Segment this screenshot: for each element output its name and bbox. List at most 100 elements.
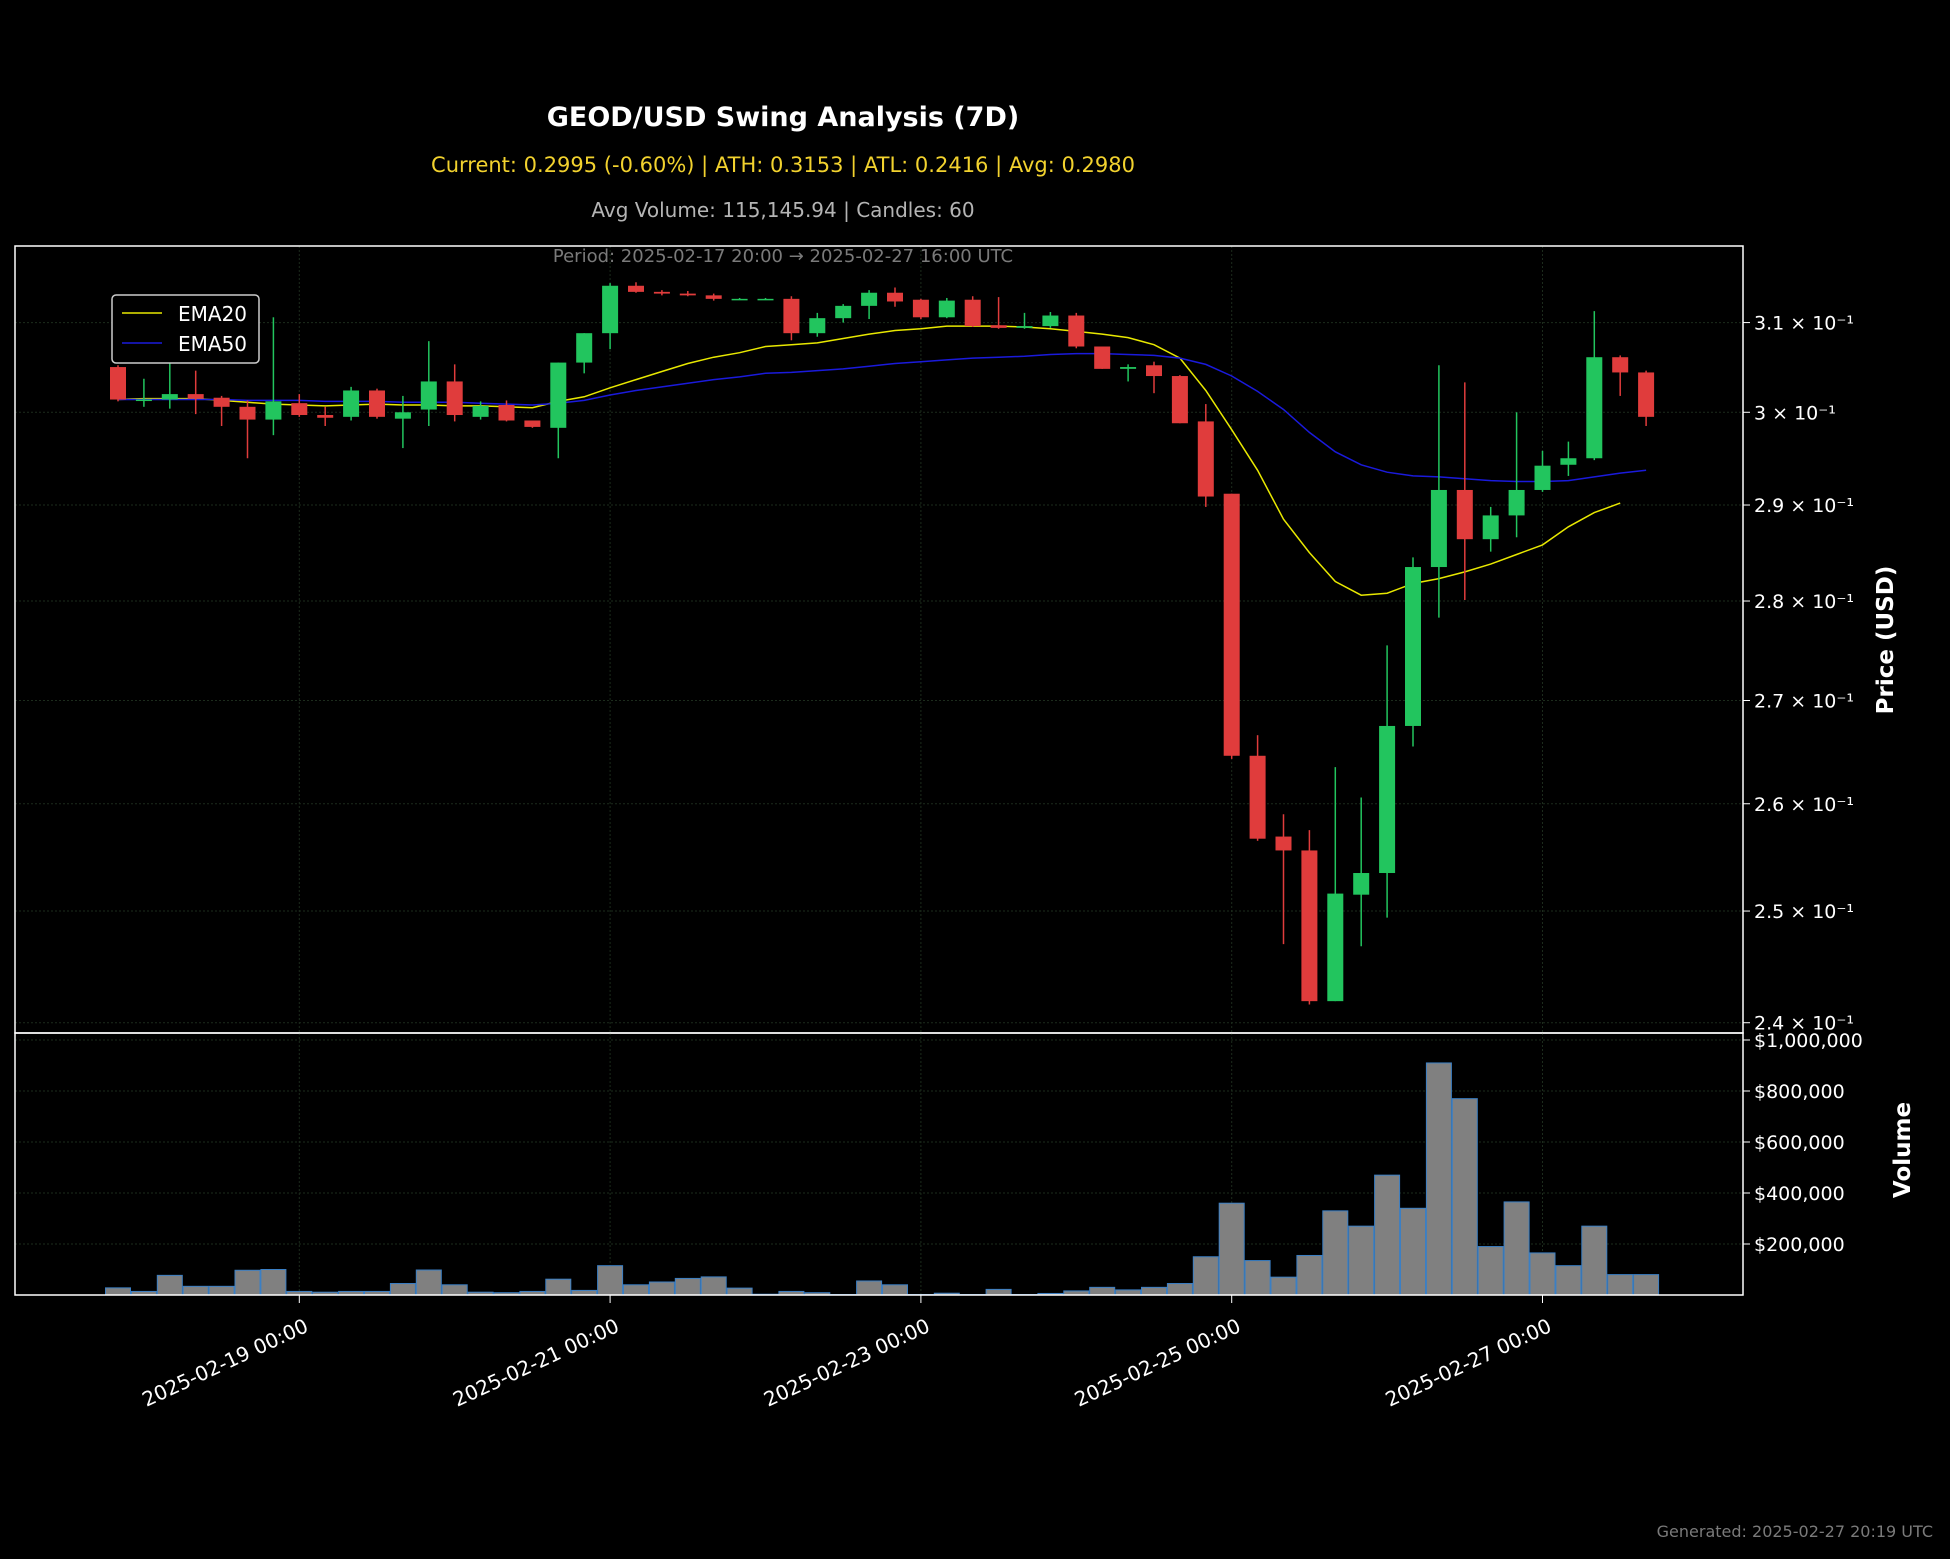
volume-bar bbox=[441, 1284, 468, 1296]
generated-footer: Generated: 2025-02-27 20:19 UTC bbox=[1657, 1522, 1933, 1541]
volume-bar bbox=[597, 1265, 624, 1296]
candle-body bbox=[1094, 346, 1111, 369]
candle bbox=[135, 378, 152, 407]
candle-body bbox=[135, 399, 152, 402]
candle-body bbox=[1379, 725, 1396, 874]
volume-bar bbox=[234, 1269, 261, 1296]
legend-ema50-label: EMA50 bbox=[178, 332, 247, 356]
candle-body bbox=[861, 292, 878, 306]
price-tick-label: 3.1 × 10⁻¹ bbox=[1754, 313, 1854, 335]
candle bbox=[679, 290, 696, 297]
candle bbox=[835, 304, 852, 323]
candle-body bbox=[265, 401, 282, 420]
candle-body bbox=[1016, 326, 1033, 328]
volume-subtitle: Avg Volume: 115,145.94 | Candles: 60 bbox=[591, 198, 974, 222]
chart-title: GEOD/USD Swing Analysis (7D) bbox=[547, 102, 1019, 133]
price-tick-label: 2.6 × 10⁻¹ bbox=[1754, 794, 1854, 816]
volume-bar bbox=[545, 1278, 572, 1296]
volume-tick-label: $1,000,000 bbox=[1754, 1030, 1863, 1052]
price-panel: 2.4 × 10⁻¹ 2.5 × 10⁻¹ 2.6 × 10⁻¹ 2.7 × 10⁻¹… bbox=[14, 245, 1899, 1035]
volume-bar bbox=[1425, 1062, 1452, 1296]
volume-bar bbox=[623, 1284, 649, 1296]
candle-body bbox=[369, 390, 385, 417]
candle bbox=[964, 296, 981, 327]
volume-bar bbox=[1633, 1274, 1660, 1296]
candle-body bbox=[420, 381, 437, 410]
candle-body bbox=[576, 333, 593, 363]
candle-body bbox=[731, 298, 748, 301]
candle bbox=[1171, 375, 1188, 424]
candle bbox=[809, 312, 826, 337]
candle-body bbox=[161, 394, 178, 400]
candle bbox=[861, 290, 878, 320]
candle bbox=[602, 283, 619, 350]
volume-bar bbox=[208, 1285, 235, 1296]
legend-box bbox=[111, 294, 260, 364]
candle-body bbox=[1275, 836, 1292, 851]
candle bbox=[1482, 506, 1499, 552]
candle bbox=[757, 297, 774, 301]
candle-body bbox=[1430, 489, 1447, 568]
volume-bar bbox=[389, 1283, 416, 1296]
candle bbox=[1042, 312, 1059, 328]
candle bbox=[1430, 365, 1447, 618]
candle bbox=[731, 297, 748, 301]
candle-body bbox=[705, 295, 722, 299]
price-tick-label: 2.7 × 10⁻¹ bbox=[1754, 691, 1854, 713]
volume-bar bbox=[985, 1288, 1012, 1296]
candle-body bbox=[1249, 755, 1266, 839]
candle bbox=[990, 297, 1007, 329]
volume-bar bbox=[1451, 1098, 1478, 1296]
candle-body bbox=[213, 397, 230, 407]
candle bbox=[1327, 767, 1344, 1002]
candle bbox=[1353, 797, 1370, 947]
candle bbox=[239, 400, 256, 459]
volume-bar bbox=[1296, 1254, 1323, 1296]
volume-bar bbox=[1270, 1276, 1297, 1296]
volume-bar bbox=[1374, 1174, 1401, 1296]
volume-bar bbox=[156, 1274, 183, 1296]
candle bbox=[1405, 557, 1421, 747]
volume-bar bbox=[1400, 1207, 1426, 1296]
candle-body bbox=[1638, 372, 1655, 417]
candle bbox=[1508, 412, 1525, 538]
volume-bar bbox=[1218, 1202, 1245, 1296]
candle-body bbox=[1171, 376, 1188, 424]
volume-bar bbox=[1477, 1246, 1504, 1296]
candle bbox=[1016, 312, 1033, 329]
candle-body bbox=[317, 415, 334, 418]
candle bbox=[912, 298, 929, 320]
volume-bar bbox=[674, 1277, 701, 1296]
candle bbox=[291, 394, 308, 417]
candle-body bbox=[524, 420, 541, 427]
candle-body bbox=[550, 362, 567, 428]
candle bbox=[394, 395, 411, 449]
candle-body bbox=[835, 305, 852, 319]
candle-body bbox=[1146, 365, 1162, 377]
volume-bar bbox=[1192, 1256, 1219, 1296]
candle-body bbox=[446, 381, 463, 416]
volume-panel: $200,000 $400,000 $600,000 $800,000 $1,000,0… bbox=[14, 1030, 1916, 1296]
candle bbox=[1120, 364, 1137, 382]
volume-bar bbox=[700, 1276, 727, 1296]
candle bbox=[783, 296, 800, 341]
candle-body bbox=[757, 298, 774, 301]
price-tick-label: 2.4 × 10⁻¹ bbox=[1754, 1013, 1854, 1035]
candle-body bbox=[1197, 421, 1214, 497]
volume-bar bbox=[648, 1281, 675, 1296]
volume-tick-label: $400,000 bbox=[1754, 1183, 1845, 1205]
volume-bar bbox=[1581, 1225, 1608, 1296]
candle-body bbox=[783, 298, 800, 334]
price-tick-label: 2.5 × 10⁻¹ bbox=[1754, 901, 1854, 923]
candle-body bbox=[628, 285, 644, 292]
candle bbox=[576, 333, 593, 374]
candle-body bbox=[187, 394, 204, 399]
volume-bar bbox=[1166, 1283, 1193, 1296]
price-axis-label: Price (USD) bbox=[1873, 566, 1899, 715]
volume-frame bbox=[14, 1032, 1744, 1296]
volume-bar bbox=[1503, 1201, 1530, 1296]
volume-bar bbox=[1322, 1210, 1349, 1296]
volume-bar bbox=[882, 1284, 908, 1296]
volume-bar bbox=[1244, 1260, 1271, 1296]
candle bbox=[369, 388, 385, 419]
